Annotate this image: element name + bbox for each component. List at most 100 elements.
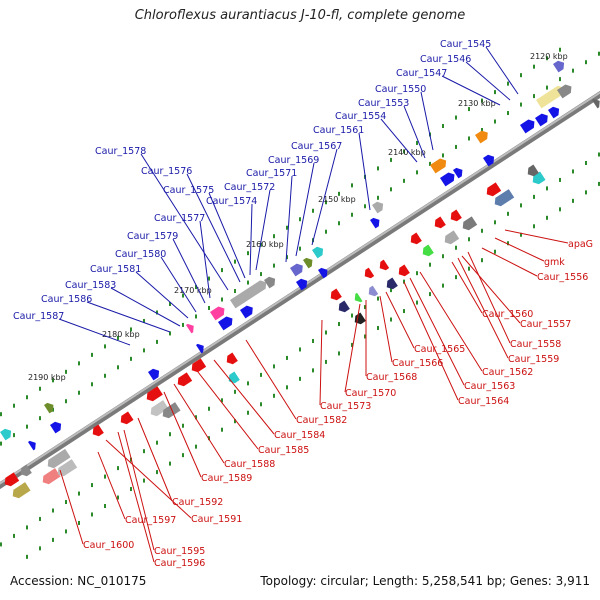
tick-dot xyxy=(221,297,223,302)
tick-dot xyxy=(169,432,171,437)
gene-label-lower: Caur_1570 xyxy=(345,388,396,399)
accession-text: Accession: NC_010175 xyxy=(10,574,147,588)
tick-dot xyxy=(468,136,470,141)
label-leader-line xyxy=(409,277,465,386)
label-leader-line xyxy=(197,371,259,450)
label-leader-line xyxy=(105,439,192,519)
tick-dot xyxy=(260,242,262,247)
tick-dot xyxy=(520,203,522,208)
tick-label: 2190 kbp xyxy=(28,373,66,382)
tick-dot xyxy=(52,378,54,383)
tick-dot xyxy=(260,272,262,277)
tick-dot xyxy=(403,149,405,154)
tick-dot xyxy=(234,389,236,394)
label-leader-line xyxy=(58,318,131,346)
tick-dot xyxy=(533,64,535,69)
label-leader-line xyxy=(385,291,415,349)
gene-label-upper: Caur_1554 xyxy=(335,111,386,122)
tick-dot xyxy=(312,338,314,343)
gene-feature xyxy=(218,316,233,331)
tick-dot xyxy=(572,169,574,174)
tick-dot xyxy=(442,124,444,129)
gene-label-lower: gmk xyxy=(544,257,565,268)
tick-dot xyxy=(39,516,41,521)
tick-dot xyxy=(273,263,275,268)
tick-dot xyxy=(247,280,249,285)
gene-label-upper: Caur_1580 xyxy=(115,249,166,260)
gene-feature xyxy=(410,232,422,245)
tick-dot xyxy=(338,351,340,356)
gene-label-lower: Caur_1564 xyxy=(458,396,509,407)
gene-feature xyxy=(535,113,548,127)
tick-dot xyxy=(130,356,132,361)
label-leader-line xyxy=(380,118,418,163)
tick-dot xyxy=(442,254,444,259)
tick-dot xyxy=(455,144,457,149)
tick-dot xyxy=(78,520,80,525)
gene-feature xyxy=(483,154,495,167)
gene-feature xyxy=(0,428,12,441)
tick-dot xyxy=(273,234,275,239)
tick-dot xyxy=(364,334,366,339)
gene-feature xyxy=(12,482,31,499)
gene-feature xyxy=(398,264,410,277)
gene-feature xyxy=(196,343,204,354)
gene-label-upper: Caur_1546 xyxy=(420,54,471,65)
gene-feature xyxy=(536,85,564,109)
gene-label-upper: Caur_1586 xyxy=(41,294,92,305)
tick-label: 2130 kbp xyxy=(458,99,496,108)
gene-label-lower: Caur_1582 xyxy=(296,415,347,426)
tick-dot xyxy=(104,373,106,378)
tick-dot xyxy=(481,258,483,263)
label-leader-line xyxy=(295,162,315,257)
gene-label-upper: Caur_1547 xyxy=(396,68,447,79)
tick-dot xyxy=(507,81,509,86)
tick-dot xyxy=(312,208,314,213)
tick-dot xyxy=(104,503,106,508)
tick-dot xyxy=(546,215,548,220)
gene-feature xyxy=(475,130,488,144)
gene-label-upper: Caur_1576 xyxy=(141,166,192,177)
tick-dot xyxy=(130,327,132,332)
gene-label-upper: Caur_1545 xyxy=(440,39,491,50)
label-leader-line xyxy=(137,417,173,502)
tick-dot xyxy=(481,127,483,132)
gene-label-lower: Caur_1556 xyxy=(537,272,588,283)
tick-dot xyxy=(182,453,184,458)
label-leader-line xyxy=(245,339,297,420)
tick-dot xyxy=(26,554,28,559)
gene-feature xyxy=(386,277,398,290)
tick-dot xyxy=(208,276,210,281)
tick-dot xyxy=(572,198,574,203)
label-leader-line xyxy=(208,192,246,279)
gene-feature xyxy=(462,216,478,231)
gene-feature xyxy=(4,472,20,487)
tick-dot xyxy=(494,249,496,254)
tick-dot xyxy=(377,325,379,330)
tick-dot xyxy=(442,153,444,158)
gene-label-upper: Caur_1581 xyxy=(90,264,141,275)
tick-dot xyxy=(169,331,171,336)
gene-label-lower: Caur_1560 xyxy=(482,309,533,320)
tick-dot xyxy=(377,296,379,301)
tick-dot xyxy=(208,305,210,310)
gene-feature xyxy=(444,230,460,245)
tick-dot xyxy=(195,285,197,290)
gene-label-lower: Caur_1573 xyxy=(320,401,371,412)
gene-label-upper: Caur_1587 xyxy=(13,311,64,322)
tick-dot xyxy=(572,68,574,73)
tick-dot xyxy=(338,221,340,226)
tick-dot xyxy=(169,302,171,307)
gene-feature xyxy=(354,312,366,325)
tick-dot xyxy=(585,190,587,195)
tick-dot xyxy=(585,160,587,165)
tick-dot xyxy=(494,220,496,225)
gene-label-upper: Caur_1577 xyxy=(154,213,205,224)
label-leader-line xyxy=(403,105,426,159)
map-title: Chloroflexus aurantiacus J-10-fl, comple… xyxy=(134,8,466,23)
label-leader-line xyxy=(110,287,181,327)
gene-feature xyxy=(230,280,267,309)
tick-dot xyxy=(299,376,301,381)
tick-dot xyxy=(429,161,431,166)
